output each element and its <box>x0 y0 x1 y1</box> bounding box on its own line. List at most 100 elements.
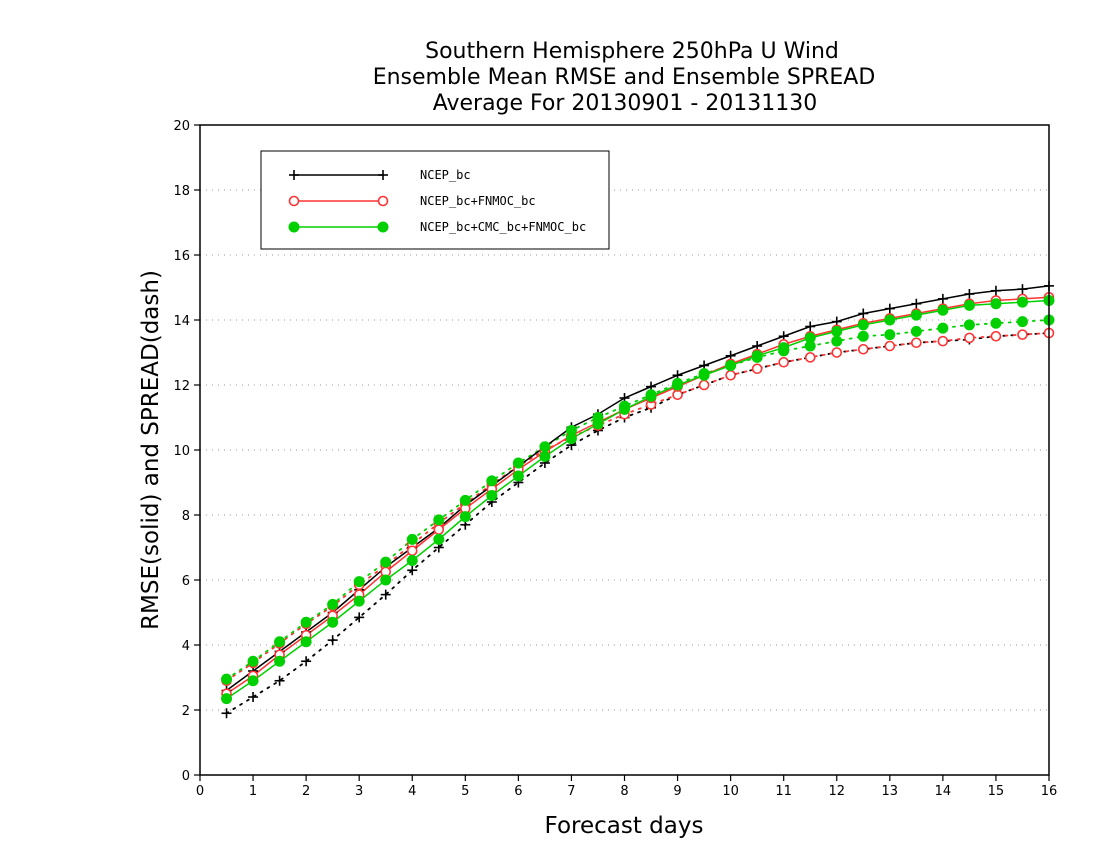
rmse-point-series-3 <box>937 304 949 316</box>
rmse-point-series-3 <box>327 616 339 628</box>
rmse-point-series-1 <box>911 298 922 309</box>
x-axis-ticks: 0 1 2 3 4 5 6 7 8 9 10 11 12 13 14 15 16 <box>196 775 1057 799</box>
rmse-point-series-3 <box>380 574 392 586</box>
legend-marker-right <box>377 221 389 233</box>
rmse-point-series-3 <box>990 298 1002 310</box>
rmse-point-series-3 <box>619 403 630 415</box>
spread-point-series-1 <box>274 675 285 686</box>
spread-point-series-3 <box>884 329 896 341</box>
rmse-point-series-1 <box>937 293 948 304</box>
legend-entry-2: NCEP_bc+FNMOC_bc <box>288 194 536 208</box>
spread-point-series-1 <box>354 612 365 623</box>
spread-point-series-2 <box>937 335 949 347</box>
spread-point-series-3 <box>380 556 392 568</box>
spread-point-series-3 <box>486 475 498 487</box>
rmse-point-series-3 <box>698 369 710 381</box>
rmse-point-series-3 <box>459 511 471 523</box>
rmse-point-series-3 <box>910 309 922 321</box>
rmse-point-series-3 <box>884 314 896 326</box>
spread-point-series-3 <box>910 325 922 337</box>
rmse-point-series-3 <box>247 675 259 687</box>
y-tick-label: 0 <box>182 769 190 784</box>
rmse-point-series-2 <box>433 524 445 535</box>
spread-point-series-3 <box>937 322 949 334</box>
x-tick-label: 7 <box>567 784 575 799</box>
spread-point-series-3 <box>247 655 259 667</box>
spread-point-series-2 <box>804 352 816 363</box>
rmse-point-series-3 <box>751 350 763 362</box>
spread-point-series-2 <box>1017 329 1028 340</box>
rmse-point-series-3 <box>221 693 233 705</box>
rmse-lines <box>226 285 1050 700</box>
spread-point-series-2 <box>884 340 896 352</box>
spread-point-series-3 <box>539 441 551 453</box>
spread-point-series-2 <box>725 369 736 381</box>
spread-point-series-3 <box>857 330 869 342</box>
y-tick-label: 20 <box>173 119 190 134</box>
x-tick-label: 5 <box>461 784 469 799</box>
y-tick-label: 12 <box>173 379 190 394</box>
legend-marker-right <box>377 195 389 207</box>
x-tick-label: 16 <box>1041 784 1058 799</box>
spread-point-series-2 <box>964 332 975 344</box>
rmse-point-series-3 <box>512 470 524 482</box>
grid <box>200 189 1049 711</box>
x-axis-label: Forecast days <box>545 813 704 839</box>
rmse-point-series-3 <box>963 299 975 311</box>
spread-point-series-2 <box>911 337 922 349</box>
y-tick-label: 2 <box>182 704 190 719</box>
rmse-point-series-1 <box>884 303 895 314</box>
legend-label: NCEP_bc+CMC_bc+FNMOC_bc <box>420 220 586 234</box>
x-tick-label: 11 <box>775 784 792 799</box>
spread-point-series-1 <box>301 656 312 667</box>
spread-line-series-1 <box>225 332 1050 715</box>
x-tick-label: 3 <box>355 784 363 799</box>
rmse-point-series-1 <box>964 289 975 299</box>
rmse-point-series-3 <box>539 451 551 462</box>
legend-marker-right <box>378 170 388 180</box>
y-tick-label: 4 <box>182 639 190 654</box>
rmse-point-series-3 <box>565 433 577 445</box>
data-markers <box>221 280 1055 719</box>
spread-point-series-2 <box>857 343 869 355</box>
spread-point-series-3 <box>1016 316 1028 328</box>
rmse-point-series-3 <box>857 319 869 331</box>
legend-box <box>260 150 610 250</box>
chart-title-line-3: Average For 20130901 - 20131130 <box>433 91 818 116</box>
spread-point-series-2 <box>698 379 710 391</box>
y-tick-label: 6 <box>182 574 190 589</box>
spread-point-series-3 <box>274 636 286 648</box>
x-tick-label: 10 <box>722 784 739 799</box>
spread-point-series-1 <box>248 692 259 702</box>
spread-point-series-2 <box>778 356 789 368</box>
rmse-point-series-3 <box>274 655 286 667</box>
rmse-point-series-3 <box>645 390 657 402</box>
chart-title-line-2: Ensemble Mean RMSE and Ensemble SPREAD <box>373 65 876 90</box>
x-tick-label: 13 <box>882 784 899 799</box>
spread-point-series-3 <box>221 673 233 685</box>
rmse-point-series-1 <box>805 321 816 332</box>
rmse-point-series-3 <box>778 342 790 354</box>
x-tick-label: 14 <box>935 784 952 799</box>
spread-point-series-3 <box>963 319 975 331</box>
x-tick-label: 12 <box>828 784 845 799</box>
rmse-point-series-3 <box>1016 296 1028 308</box>
spread-point-series-1 <box>407 565 418 576</box>
rmse-point-series-3 <box>406 555 418 566</box>
rmse-line-series-3 <box>226 299 1050 700</box>
legend-marker-left <box>288 195 300 207</box>
rmse-point-series-3 <box>433 533 445 545</box>
spread-point-series-2 <box>831 347 843 358</box>
y-tick-label: 16 <box>173 249 190 264</box>
spread-point-series-3 <box>300 616 312 628</box>
legend-marker-left <box>289 170 299 180</box>
x-tick-label: 2 <box>302 784 310 799</box>
spread-lines <box>225 319 1050 715</box>
spread-point-series-3 <box>353 576 365 588</box>
spread-point-series-3 <box>990 317 1002 329</box>
rmse-point-series-3 <box>592 418 604 430</box>
rmse-point-series-3 <box>804 332 816 344</box>
x-tick-label: 0 <box>196 784 204 799</box>
legend-entries: NCEP_bc NCEP_bc+FNMOC_bc NCEP_bc+CMC_bc+FN… <box>288 168 586 234</box>
